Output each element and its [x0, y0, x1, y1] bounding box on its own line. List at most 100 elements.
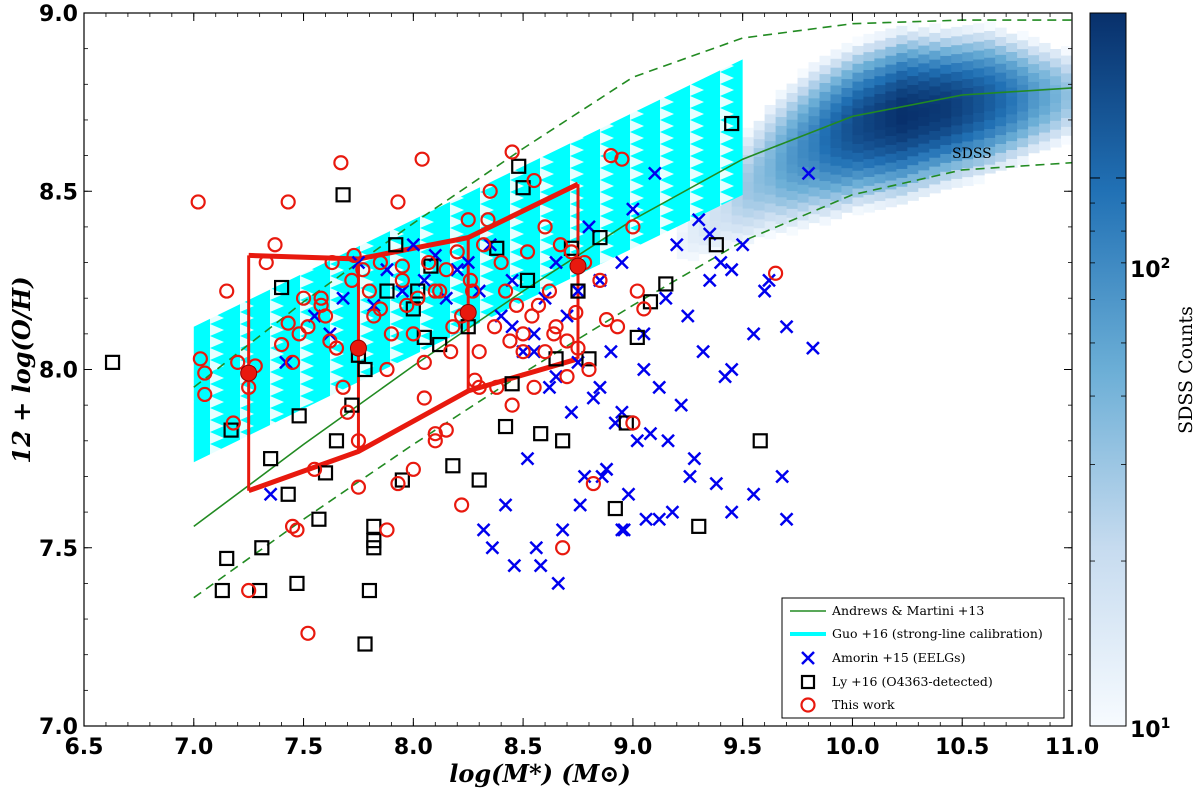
amorin-point [746, 326, 761, 341]
sdss-density-cell [775, 107, 788, 118]
sdss-density-cell [819, 91, 831, 101]
sdss-density-cell [797, 121, 810, 132]
sdss-density-cell [808, 178, 821, 188]
sdss-density-cell [874, 164, 886, 175]
sdss-density-cell [709, 237, 722, 248]
this-work-point [432, 283, 448, 299]
sdss-density-cell [863, 167, 875, 177]
sdss-density-cell [951, 107, 963, 117]
sdss-density-cell [962, 140, 974, 151]
sdss-density-cell [819, 64, 831, 75]
sdss-density-cell [797, 68, 810, 78]
binned-upper-envelope [248, 181, 580, 262]
this-work-point [530, 297, 547, 313]
sdss-density-cell [830, 76, 842, 86]
amorin-point [718, 369, 732, 384]
sdss-density-cell [962, 149, 974, 160]
sdss-density-cell [742, 190, 755, 200]
this-work-point [355, 262, 371, 278]
x-tick-label: 8.0 [394, 735, 433, 760]
sdss-density-cell [687, 233, 700, 244]
sdss-density-cell [951, 178, 963, 188]
amorin-point [461, 255, 476, 270]
sdss-density-cell [940, 91, 952, 101]
sdss-density-cell [907, 191, 919, 201]
sdss-density-cell [1061, 135, 1072, 145]
this-work-point [541, 283, 558, 299]
amorin-point [615, 255, 629, 270]
sdss-density-cell [885, 108, 897, 119]
y-tick-label: 7.0 [39, 715, 78, 740]
sdss-density-cell [852, 170, 864, 180]
sdss-density-cell [995, 90, 1007, 100]
this-work-point [328, 340, 345, 356]
y-axis-ticks: 7.0 7.5 8.0 8.5 9.0 [39, 2, 1072, 740]
sdss-density-cell [962, 69, 974, 80]
ly-point [410, 283, 426, 299]
this-work-point [410, 290, 426, 306]
sdss-density-cell [907, 22, 919, 32]
sdss-density-cell [830, 102, 842, 113]
ly-point [274, 279, 290, 296]
sdss-density-cell [852, 36, 864, 46]
this-work-point [416, 354, 432, 370]
sdss-density-cell [753, 120, 766, 131]
this-work-point [274, 336, 290, 353]
sdss-density-cell [819, 207, 831, 217]
sdss-density-cell [753, 165, 766, 175]
sdss-density-cell [896, 195, 908, 205]
sdss-density-cell [962, 25, 974, 35]
y-tick-label: 7.5 [39, 537, 78, 562]
sdss-density-cell [1017, 57, 1029, 67]
this-work-point [629, 283, 645, 299]
ly-point [357, 636, 373, 652]
this-work-point [241, 582, 257, 599]
sdss-density-cell [786, 199, 799, 209]
sdss-density-cell [797, 148, 810, 159]
sdss-density-cell [940, 99, 952, 110]
sdss-density-cell [797, 95, 810, 105]
ly-point [219, 550, 235, 567]
this-work-point [280, 194, 296, 210]
sdss-density-cell [896, 61, 908, 71]
sdss-density-cell [863, 114, 875, 124]
this-work-point [394, 258, 410, 274]
sdss-density-cell [841, 123, 853, 133]
y-tick-label: 8.5 [39, 180, 78, 205]
sdss-density-cell [885, 162, 897, 172]
this-work-point [339, 404, 356, 420]
sdss-density-cell [995, 72, 1007, 82]
sdss-density-cell [1039, 87, 1051, 97]
sdss-density-cell [819, 180, 831, 190]
ly-point [361, 582, 378, 599]
amorin-point [406, 237, 421, 252]
amorin-point [762, 273, 776, 288]
sdss-density-cell [995, 152, 1007, 162]
binned-point [349, 339, 367, 357]
amorin-point [647, 166, 662, 181]
this-work-point [350, 433, 367, 449]
sdss-density-cell [731, 214, 744, 225]
sdss-density-cell [1050, 49, 1062, 59]
sdss-density-cell [874, 147, 886, 157]
sdss-density-cell [907, 146, 919, 157]
sdss-density-cell [874, 200, 886, 210]
sdss-density-cell [1028, 117, 1040, 127]
amorin-point [555, 523, 570, 537]
sdss-density-cell [786, 154, 799, 165]
sdss-density-cell [1006, 69, 1018, 79]
sdss-density-cell [786, 145, 799, 156]
sdss-density-cell [984, 39, 996, 49]
sdss-density-cell [786, 172, 799, 183]
sdss-density-cell [874, 129, 886, 139]
amorin-point [439, 291, 454, 306]
sdss-density-cell [995, 116, 1007, 127]
sdss-density-cell [929, 112, 941, 123]
sdss-density-cell [874, 155, 886, 166]
sdss-density-cell [1039, 105, 1051, 115]
sdss-density-cell [1017, 119, 1029, 130]
sdss-density-cell [819, 100, 831, 110]
sdss-density-cell [1017, 75, 1029, 85]
sdss-density-cell [1028, 143, 1040, 154]
